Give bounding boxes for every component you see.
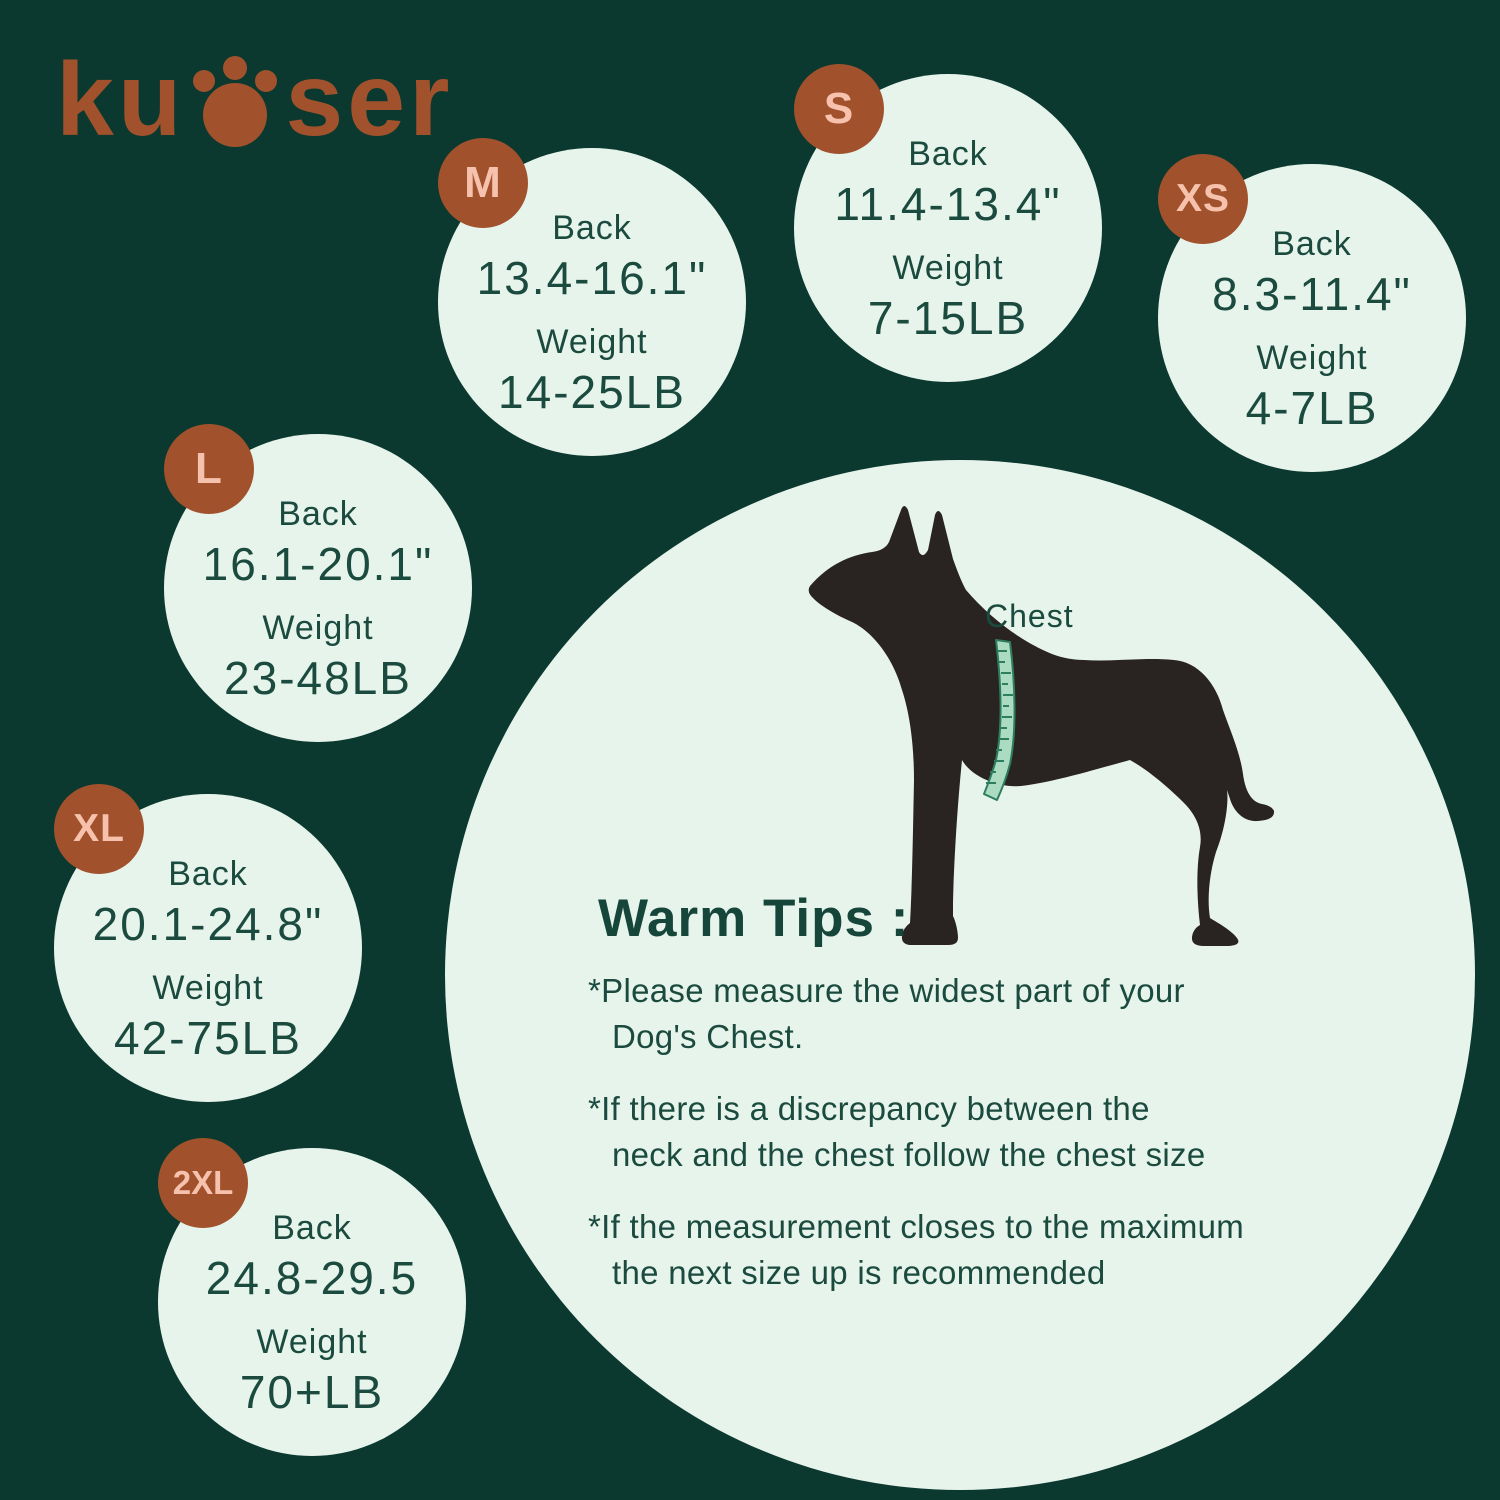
weight-value: 23-48LB (224, 652, 412, 704)
brand-logo: ku ser (56, 48, 454, 152)
back-value: 16.1-20.1" (202, 538, 434, 590)
size-badge-s: S (794, 64, 884, 154)
back-label: Back (272, 1209, 352, 1247)
back-label: Back (168, 855, 248, 893)
weight-label: Weight (1256, 339, 1368, 377)
logo-text-right: ser (285, 42, 454, 158)
size-badge-2xl: 2XL (158, 1138, 248, 1228)
back-value: 20.1-24.8" (92, 898, 324, 950)
size-badge-xs: XS (1158, 154, 1248, 244)
weight-value: 70+LB (239, 1366, 385, 1418)
weight-value: 14-25LB (498, 366, 686, 418)
size-card-s: S Back 11.4-13.4" Weight 7-15LB (794, 64, 1102, 382)
size-card-xl: XL Back 20.1-24.8" Weight 42-75LB (54, 784, 362, 1102)
size-badge-m: M (438, 138, 528, 228)
size-badge-l: L (164, 424, 254, 514)
weight-label: Weight (262, 609, 374, 647)
weight-label: Weight (256, 1323, 368, 1361)
paw-icon (193, 56, 278, 147)
back-label: Back (552, 209, 632, 247)
chest-annotation: Chest (985, 598, 1074, 634)
size-card-xs: XS Back 8.3-11.4" Weight 4-7LB (1158, 154, 1466, 472)
size-card-m: M Back 13.4-16.1" Weight 14-25LB (438, 138, 746, 456)
size-badge-xl: XL (54, 784, 144, 874)
back-value: 24.8-29.5 (205, 1252, 419, 1304)
back-label: Back (278, 495, 358, 533)
back-value: 13.4-16.1" (476, 252, 708, 304)
measuring-tape-icon (983, 639, 1016, 801)
weight-label: Weight (892, 249, 1004, 287)
warm-tips-list: *Please measure the widest part of your … (588, 968, 1378, 1296)
dog-silhouette (808, 506, 1275, 946)
weight-label: Weight (536, 323, 648, 361)
logo-text-left: ku (56, 42, 186, 158)
back-value: 11.4-13.4" (834, 178, 1062, 230)
weight-value: 42-75LB (114, 1012, 302, 1064)
weight-value: 7-15LB (867, 292, 1029, 344)
warm-tip-item: *If there is a discrepancy between the n… (588, 1090, 1206, 1173)
back-label: Back (1272, 225, 1352, 263)
warm-tip-item: *Please measure the widest part of your … (588, 972, 1185, 1055)
size-card-2xl: 2XL Back 24.8-29.5 Weight 70+LB (158, 1138, 466, 1456)
back-label: Back (908, 135, 988, 173)
back-value: 8.3-11.4" (1212, 268, 1412, 320)
warm-tip-item: *If the measurement closes to the maximu… (588, 1208, 1245, 1291)
weight-label: Weight (152, 969, 264, 1007)
weight-value: 4-7LB (1245, 382, 1379, 434)
size-card-l: L Back 16.1-20.1" Weight 23-48LB (164, 424, 472, 742)
warm-tips-heading: Warm Tips : (598, 889, 910, 948)
